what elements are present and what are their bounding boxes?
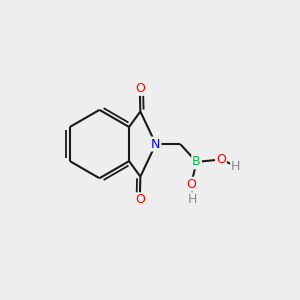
Text: O: O (186, 178, 196, 191)
Text: B: B (192, 155, 201, 168)
Text: O: O (135, 193, 145, 206)
Text: N: N (151, 138, 160, 151)
Text: O: O (135, 82, 145, 95)
Text: H: H (188, 193, 197, 206)
Text: O: O (216, 153, 226, 166)
Text: H: H (231, 160, 241, 172)
